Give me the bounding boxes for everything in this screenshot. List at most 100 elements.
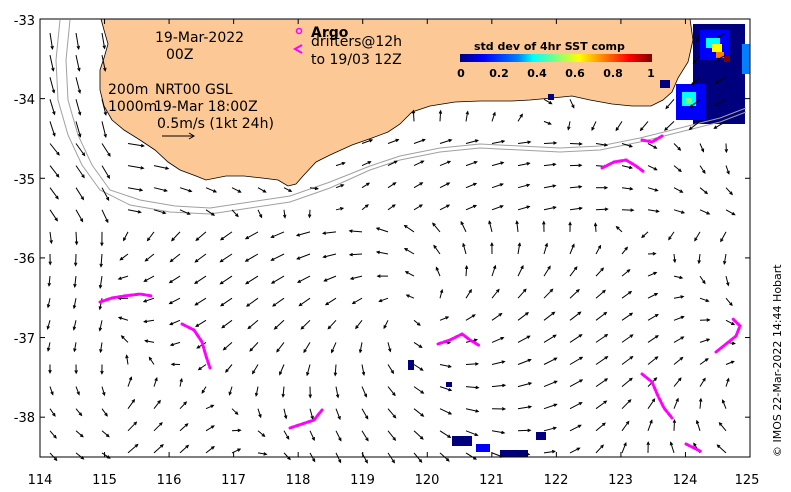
current-vector [126,355,129,365]
current-vector [698,253,701,264]
current-vector-head [629,355,634,360]
current-vector-head [419,436,424,440]
current-vector-head [159,444,164,448]
current-vector [231,429,241,432]
current-vector [179,423,189,432]
current-vector [100,342,103,353]
current-vector-head [499,183,504,187]
current-vector-head [500,337,505,341]
current-vector [491,430,505,434]
current-vector [143,297,155,303]
current-vector-head [244,258,249,262]
current-vector-head [501,139,506,144]
current-vector [153,377,158,387]
current-vector [699,378,706,387]
current-vector [664,121,675,131]
current-vector-head [688,126,693,131]
current-vector [323,231,337,234]
current-vector [170,253,181,262]
current-vector-head [55,195,59,200]
current-vector [274,319,285,330]
current-vector [49,209,58,221]
x-tick-label: 121 [479,473,504,488]
current-vector [517,141,531,144]
current-vector-head [80,196,85,201]
current-vector-head [404,271,409,275]
current-vector [621,421,630,432]
current-vector [49,121,56,136]
current-vector-head [73,283,77,288]
current-vector-head [403,224,408,229]
current-vector-head [338,437,342,442]
colorbar-tick: 0.4 [527,67,547,80]
current-vector [376,251,389,255]
current-vector-head [653,271,658,276]
current-vector [231,187,241,193]
current-vector [491,265,496,277]
current-vector-head [615,225,620,230]
current-vector-head [351,300,356,305]
current-vector [49,54,54,71]
date-label: 19-Mar-2022 [155,30,244,46]
current-vector-head [655,209,660,213]
current-vector-head [604,378,609,382]
current-vector [179,209,191,215]
current-vector [720,231,727,242]
current-vector-head [528,382,533,386]
current-vector [387,364,394,374]
current-vector [383,320,389,329]
current-vector-head [700,148,705,153]
current-vector-head [526,162,531,166]
current-vector-head [364,204,369,208]
current-vector [231,209,239,217]
current-vector-head [142,299,147,303]
current-vector [75,386,80,395]
current-vector [699,165,706,174]
current-vector-head [169,342,174,347]
current-vector-head [307,214,312,219]
current-vector-head [73,262,78,267]
current-vector [413,139,425,144]
drifter-track [684,442,704,454]
current-vector-head [464,264,469,270]
current-vector [220,253,233,263]
current-vector [621,269,631,277]
current-vector [699,398,702,409]
current-vector [279,364,285,375]
current-vector-head [197,366,202,371]
current-vector-head [139,188,144,192]
current-vector [491,289,500,299]
current-vector [517,288,527,299]
current-vector-head [446,204,451,208]
current-vector-head [549,288,554,293]
current-vector-head [447,434,452,439]
current-vector [220,275,233,285]
current-vector [569,402,582,410]
current-vector-head [669,441,674,446]
current-vector-head [125,354,129,359]
current-vector-head [183,401,188,406]
current-vector-head [677,146,682,151]
current-vector-head [128,376,133,381]
x-tick-label: 119 [350,473,375,488]
current-vector-head [499,205,504,209]
current-vector-head [726,170,730,175]
current-vector [282,386,285,397]
current-vector-head [680,295,685,299]
current-vector-head [123,237,127,242]
current-vector-head [308,394,312,399]
current-vector-head [245,280,250,285]
current-vector [725,165,730,174]
current-vector [335,386,339,398]
current-vector-head [237,448,242,452]
current-vector-head [51,89,56,94]
current-vector-head [103,133,107,139]
current-vector [309,209,311,218]
current-vector-head [279,371,283,376]
current-vector [257,408,262,418]
current-vector [725,319,735,326]
current-vector [404,225,415,233]
current-vector [387,160,398,167]
x-tick-label: 124 [673,473,698,488]
current-vector [439,110,442,122]
